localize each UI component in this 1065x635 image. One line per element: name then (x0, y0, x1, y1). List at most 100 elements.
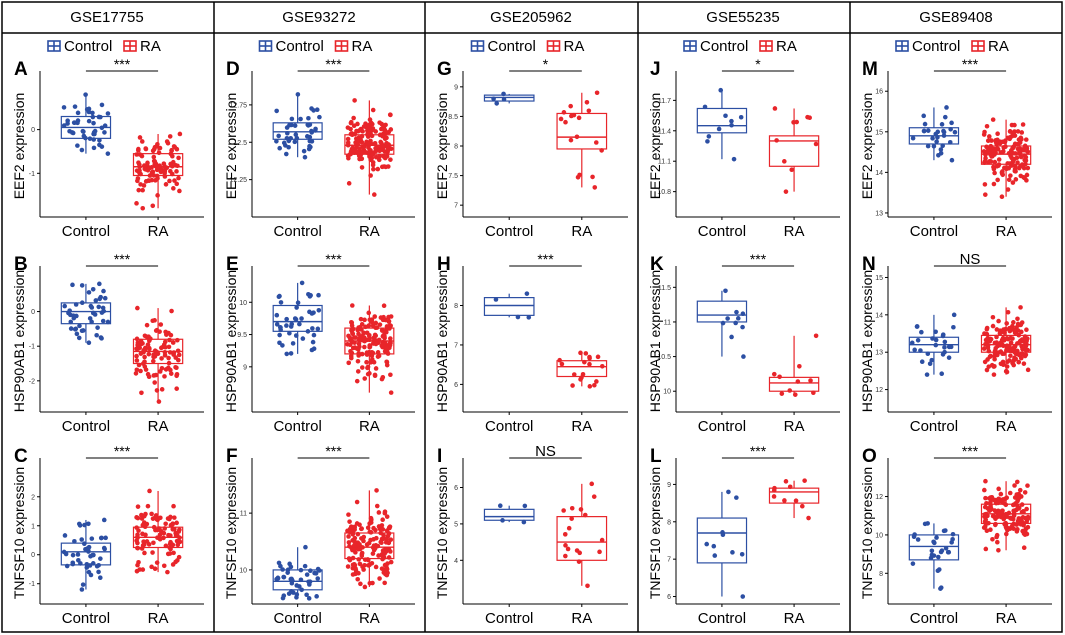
legend: Control RA (47, 38, 161, 55)
data-point (165, 569, 170, 575)
data-point (167, 134, 173, 139)
legend-control: Control (258, 38, 324, 55)
box-ra (132, 131, 184, 211)
data-point (992, 348, 998, 354)
data-point (558, 116, 564, 122)
data-point (101, 308, 107, 314)
data-point (921, 113, 927, 119)
data-point (359, 156, 365, 162)
data-point (1006, 165, 1012, 171)
y-tick-label: 7 (454, 342, 458, 349)
panel-letter: M (862, 59, 878, 80)
legends: Control RA Control RA Control RA Control RA Cont… (47, 38, 1009, 55)
sig-label: *** (114, 56, 131, 72)
data-point (90, 110, 95, 116)
data-point (71, 120, 77, 125)
data-point (375, 350, 381, 355)
data-point (561, 508, 566, 513)
data-point (370, 162, 376, 168)
y-tick-label: 12.5 (233, 140, 247, 147)
data-point (165, 516, 171, 521)
data-point (998, 491, 1004, 497)
data-point (81, 129, 86, 134)
x-tick-label: RA (148, 610, 169, 627)
data-point (779, 391, 785, 396)
box-control (60, 517, 112, 592)
data-point (276, 133, 281, 139)
x-tick-label: RA (571, 418, 592, 435)
data-point (1000, 497, 1006, 502)
data-point (740, 324, 745, 330)
data-point (1009, 523, 1015, 529)
data-point (139, 139, 145, 144)
data-point (278, 327, 283, 333)
data-point (931, 143, 937, 149)
data-point (154, 388, 160, 393)
data-point (384, 514, 390, 519)
data-point (166, 355, 171, 361)
data-point (380, 517, 385, 522)
data-point (158, 515, 163, 521)
data-point (67, 128, 72, 134)
data-point (82, 541, 87, 546)
data-point (306, 115, 311, 121)
y-axis-label: TNFSF10 expression (223, 467, 239, 599)
data-point (278, 300, 284, 305)
y-tick-label: 14 (875, 170, 883, 177)
data-point (176, 155, 181, 161)
data-point (491, 96, 496, 102)
data-point (591, 494, 597, 499)
data-point (996, 547, 1001, 553)
data-point (89, 319, 94, 325)
data-point (280, 343, 285, 348)
data-point (576, 559, 582, 564)
data-point (388, 146, 394, 152)
data-point (295, 300, 301, 306)
data-point (90, 561, 96, 566)
data-point (1018, 135, 1024, 141)
data-point (350, 572, 356, 577)
data-point (172, 144, 178, 150)
x-tick-label: RA (359, 610, 380, 627)
data-point (355, 531, 361, 537)
data-point (145, 503, 151, 509)
data-point (982, 524, 988, 529)
data-point (384, 536, 390, 542)
data-point (163, 182, 169, 187)
data-point (793, 498, 799, 503)
data-point (380, 374, 386, 380)
data-point (381, 143, 386, 148)
y-tick-label: 9 (667, 482, 671, 489)
data-point (299, 280, 305, 286)
data-point (373, 149, 378, 154)
legend: Control RA (895, 38, 1009, 55)
data-point (99, 336, 104, 341)
data-point (1003, 144, 1008, 149)
data-point (590, 174, 595, 180)
panel-letter: H (437, 254, 451, 275)
y-tick-label: 12.75 (229, 102, 247, 109)
data-point (176, 175, 181, 181)
data-point (599, 537, 605, 543)
data-point (388, 157, 393, 162)
data-point (163, 521, 168, 527)
data-point (354, 378, 360, 384)
data-point (1001, 351, 1007, 356)
data-point (166, 360, 172, 366)
panel-l: L 6 7 8 9 TNFSF10 expression Control RA *** (647, 443, 840, 627)
data-point (356, 341, 362, 347)
y-tick-label: 6 (454, 485, 458, 492)
data-point (285, 567, 291, 573)
data-point (569, 516, 574, 521)
x-tick-label: RA (571, 223, 592, 240)
data-point (105, 319, 111, 325)
data-point (276, 294, 282, 300)
data-point (950, 531, 956, 537)
data-point (175, 337, 180, 343)
sig-label: *** (537, 251, 554, 267)
data-point (355, 128, 361, 134)
data-point (68, 326, 74, 331)
data-point (988, 159, 994, 164)
data-point (74, 331, 80, 337)
